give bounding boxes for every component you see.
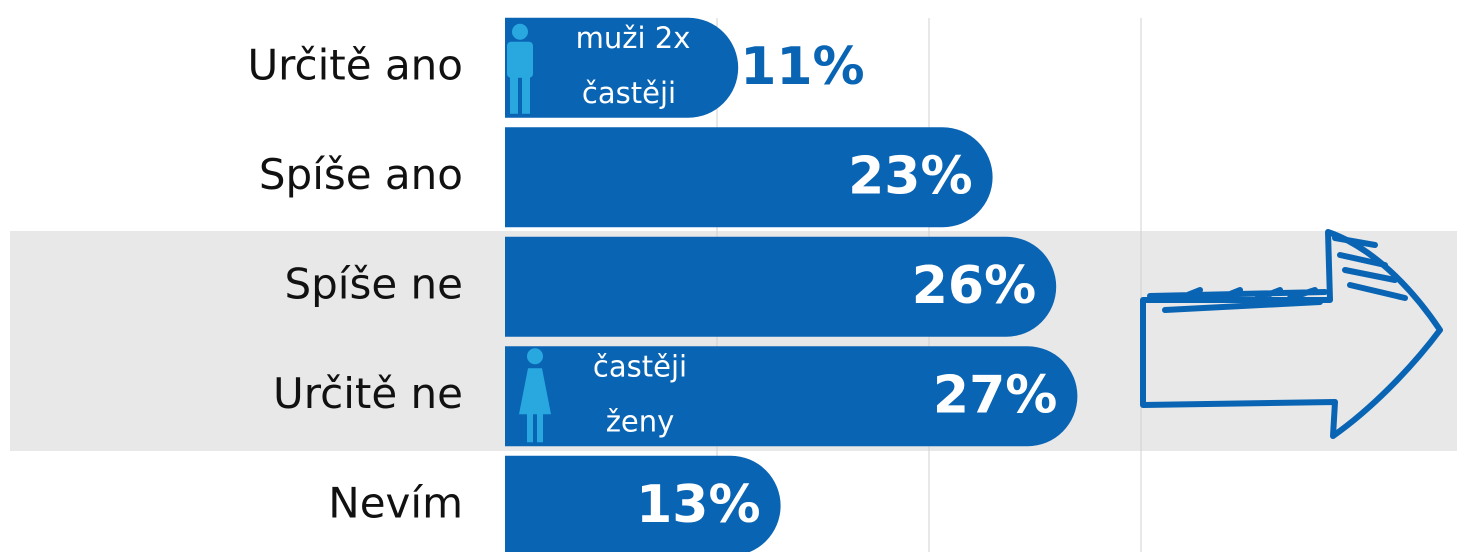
y-tick-label: Určitě ne [273, 369, 463, 418]
y-tick-label: Nevím [328, 478, 463, 527]
value-label: 13% [636, 475, 760, 535]
value-label: 26% [912, 256, 1036, 316]
bar [505, 455, 781, 552]
icon-head [512, 23, 528, 40]
annotation: častěji [582, 76, 676, 110]
bar [505, 236, 1057, 337]
woman-icon [519, 348, 551, 443]
bar [505, 346, 1078, 447]
annotation: muži 2x [576, 21, 691, 55]
man-icon [507, 23, 533, 114]
icon-leg [537, 412, 543, 443]
icon-head [527, 348, 543, 365]
value-label: 27% [933, 365, 1057, 425]
annotation: častěji [593, 349, 687, 383]
icon-body [519, 368, 551, 415]
arrow [1140, 229, 1443, 439]
icon-body [507, 41, 533, 78]
icon-leg [527, 412, 533, 443]
y-tick-label: Spíše ano [259, 150, 463, 199]
icon-leg [522, 73, 530, 114]
y-tick-label: Určitě ano [247, 40, 463, 89]
icon-leg [510, 73, 518, 114]
value-label: 11% [740, 37, 864, 97]
y-tick-label: Spíše ne [284, 259, 463, 308]
bar [505, 127, 993, 228]
value-label: 23% [848, 146, 972, 206]
annotation: ženy [606, 404, 675, 438]
bar [505, 17, 739, 118]
